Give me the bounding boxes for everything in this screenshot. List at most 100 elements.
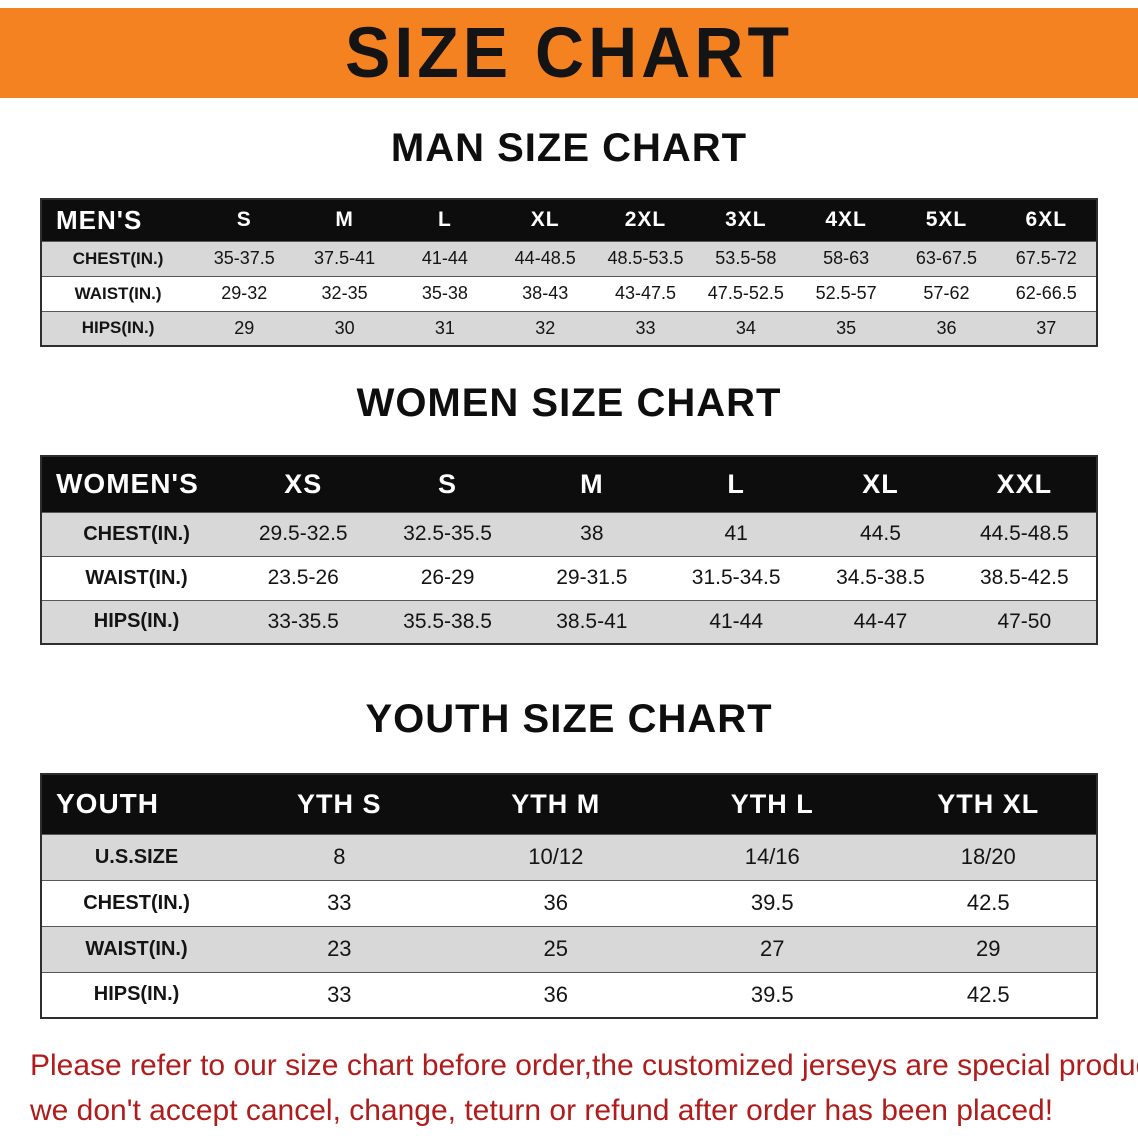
row-label-cell: HIPS(IN.) bbox=[41, 599, 232, 644]
row-label-cell: CHEST(IN.) bbox=[41, 511, 232, 556]
value-cell: 67.5-72 bbox=[996, 240, 1097, 276]
value-cell: 43-47.5 bbox=[595, 275, 696, 311]
row-label-cell: HIPS(IN.) bbox=[41, 971, 232, 1018]
size-header-cell: 4XL bbox=[795, 199, 897, 241]
size-header-cell: XL bbox=[808, 456, 953, 512]
section-youth: YOUTH SIZE CHART YOUTH YTH S YTH M YTH L YTH… bbox=[0, 695, 1138, 1019]
size-header-cell: 3XL bbox=[695, 199, 796, 241]
value-cell: 8 bbox=[231, 833, 448, 880]
disclaimer-line-1: Please refer to our size chart before or… bbox=[30, 1049, 1138, 1082]
value-cell: 63-67.5 bbox=[896, 240, 997, 276]
table-row: WAIST(IN.) 23.5-26 26-29 29-31.5 31.5-34.5 34… bbox=[41, 555, 1097, 600]
value-cell: 10/12 bbox=[447, 833, 665, 880]
value-cell: 29-32 bbox=[194, 275, 295, 311]
size-header-cell: M bbox=[294, 199, 395, 241]
table-header-row: WOMEN'S XS S M L XL XXL bbox=[41, 456, 1097, 512]
table-row: HIPS(IN.) 29 30 31 32 33 34 35 36 37 bbox=[41, 310, 1097, 346]
size-chart-page: SIZE CHART MAN SIZE CHART MEN'S S M L XL 2XL 3… bbox=[0, 8, 1138, 1140]
value-cell: 26-29 bbox=[375, 555, 520, 600]
value-cell: 30 bbox=[294, 310, 395, 346]
value-cell: 29-31.5 bbox=[519, 555, 665, 600]
value-cell: 39.5 bbox=[664, 879, 881, 926]
section-men: MAN SIZE CHART MEN'S S M L XL 2XL 3XL 4XL 5XL 6XL… bbox=[0, 124, 1138, 347]
table-row: CHEST(IN.) 35-37.5 37.5-41 41-44 44-48.5 48.5… bbox=[41, 240, 1097, 276]
value-cell: 29.5-32.5 bbox=[231, 511, 376, 556]
value-cell: 32-35 bbox=[294, 275, 395, 311]
men-section-heading: MAN SIZE CHART bbox=[390, 126, 748, 170]
value-cell: 29 bbox=[880, 925, 1097, 972]
table-row: HIPS(IN.) 33-35.5 35.5-38.5 38.5-41 41-44 44-… bbox=[41, 599, 1097, 644]
size-table: YOUTH YTH S YTH M YTH L YTH XL U.S.SIZE 8 10/12… bbox=[40, 773, 1098, 1019]
banner-title: SIZE CHART bbox=[345, 13, 793, 93]
value-cell: 35 bbox=[795, 310, 897, 346]
row-label-cell: HIPS(IN.) bbox=[41, 310, 195, 346]
table-title-cell: WOMEN'S bbox=[41, 456, 232, 512]
table-header-row: YOUTH YTH S YTH M YTH L YTH XL bbox=[41, 774, 1097, 834]
value-cell: 42.5 bbox=[880, 879, 1097, 926]
value-cell: 27 bbox=[664, 925, 881, 972]
value-cell: 57-62 bbox=[896, 275, 997, 311]
value-cell: 23 bbox=[231, 925, 448, 972]
table-title-cell: MEN'S bbox=[41, 199, 195, 241]
value-cell: 47-50 bbox=[952, 599, 1097, 644]
size-table: WOMEN'S XS S M L XL XXL CHEST(IN.) 29.5-32.5 32.5… bbox=[40, 455, 1098, 645]
value-cell: 37.5-41 bbox=[294, 240, 395, 276]
value-cell: 41 bbox=[664, 511, 809, 556]
women-section-heading: WOMEN SIZE CHART bbox=[356, 381, 782, 425]
value-cell: 35.5-38.5 bbox=[375, 599, 520, 644]
size-header-cell: 5XL bbox=[896, 199, 997, 241]
value-cell: 31 bbox=[394, 310, 496, 346]
value-cell: 38.5-41 bbox=[519, 599, 665, 644]
table-row: HIPS(IN.) 33 36 39.5 42.5 bbox=[41, 971, 1097, 1018]
disclaimer: Please refer to our size chart before or… bbox=[0, 1043, 1138, 1133]
youth-size-table: YOUTH YTH S YTH M YTH L YTH XL U.S.SIZE 8 10/12… bbox=[40, 773, 1098, 1019]
row-label-cell: WAIST(IN.) bbox=[41, 925, 232, 972]
value-cell: 33-35.5 bbox=[231, 599, 376, 644]
size-header-cell: L bbox=[664, 456, 809, 512]
size-header-cell: XXL bbox=[952, 456, 1097, 512]
value-cell: 37 bbox=[996, 310, 1097, 346]
value-cell: 58-63 bbox=[795, 240, 897, 276]
value-cell: 42.5 bbox=[880, 971, 1097, 1018]
size-header-cell: S bbox=[375, 456, 520, 512]
section-women: WOMEN SIZE CHART WOMEN'S XS S M L XL XXL CHEST(… bbox=[0, 379, 1138, 645]
value-cell: 36 bbox=[896, 310, 997, 346]
value-cell: 44.5 bbox=[808, 511, 953, 556]
value-cell: 38.5-42.5 bbox=[952, 555, 1097, 600]
value-cell: 38-43 bbox=[495, 275, 596, 311]
size-header-cell: XL bbox=[495, 199, 596, 241]
table-row: WAIST(IN.) 29-32 32-35 35-38 38-43 43-47.5 47.… bbox=[41, 275, 1097, 311]
size-header-cell: M bbox=[519, 456, 665, 512]
value-cell: 23.5-26 bbox=[231, 555, 376, 600]
value-cell: 36 bbox=[447, 971, 665, 1018]
value-cell: 18/20 bbox=[880, 833, 1097, 880]
value-cell: 31.5-34.5 bbox=[664, 555, 809, 600]
table-header-row: MEN'S S M L XL 2XL 3XL 4XL 5XL 6XL bbox=[41, 199, 1097, 241]
row-label-cell: WAIST(IN.) bbox=[41, 555, 232, 600]
size-header-cell: YTH L bbox=[664, 774, 881, 834]
row-label-cell: WAIST(IN.) bbox=[41, 275, 195, 311]
value-cell: 41-44 bbox=[664, 599, 809, 644]
size-header-cell: YTH S bbox=[231, 774, 448, 834]
value-cell: 32 bbox=[495, 310, 596, 346]
value-cell: 33 bbox=[595, 310, 696, 346]
row-label-cell: CHEST(IN.) bbox=[41, 879, 232, 926]
size-header-cell: YTH XL bbox=[880, 774, 1097, 834]
size-header-cell: 6XL bbox=[996, 199, 1097, 241]
value-cell: 34 bbox=[695, 310, 796, 346]
size-header-cell: L bbox=[394, 199, 496, 241]
youth-section-heading: YOUTH SIZE CHART bbox=[365, 697, 773, 741]
value-cell: 35-38 bbox=[394, 275, 496, 311]
value-cell: 44-48.5 bbox=[495, 240, 596, 276]
row-label-cell: CHEST(IN.) bbox=[41, 240, 195, 276]
size-header-cell: XS bbox=[231, 456, 376, 512]
women-size-table: WOMEN'S XS S M L XL XXL CHEST(IN.) 29.5-32.5 32.5… bbox=[40, 455, 1098, 645]
value-cell: 35-37.5 bbox=[194, 240, 295, 276]
table-row: CHEST(IN.) 33 36 39.5 42.5 bbox=[41, 879, 1097, 926]
value-cell: 34.5-38.5 bbox=[808, 555, 953, 600]
men-size-table: MEN'S S M L XL 2XL 3XL 4XL 5XL 6XL CHEST(IN.) 35-37… bbox=[40, 198, 1098, 347]
value-cell: 29 bbox=[194, 310, 295, 346]
value-cell: 52.5-57 bbox=[795, 275, 897, 311]
disclaimer-line-2: we don't accept cancel, change, teturn o… bbox=[30, 1094, 1054, 1127]
value-cell: 25 bbox=[447, 925, 665, 972]
